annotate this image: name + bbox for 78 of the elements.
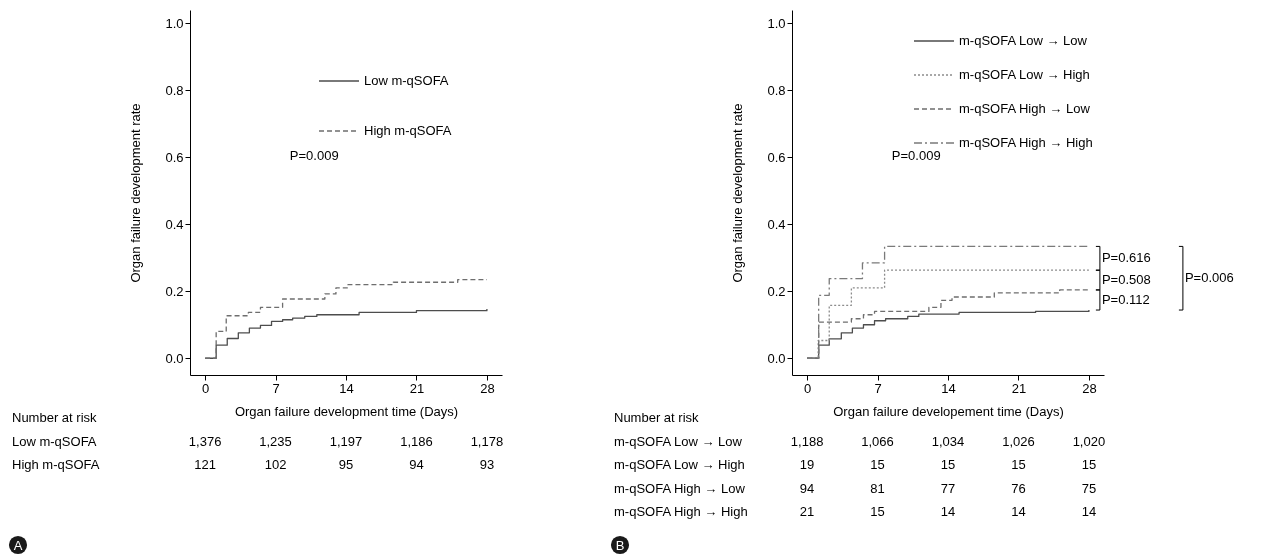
text: 77 [940, 480, 956, 496]
y-tick-label: 1.0 [767, 15, 786, 31]
y-tick-label: 0.6 [767, 149, 786, 165]
text: 15 [870, 457, 885, 472]
text: P=0.006 [1184, 270, 1234, 286]
text: 1,186 [400, 433, 433, 449]
text: B [615, 538, 625, 553]
text: 15 [1011, 457, 1026, 472]
y-tick-label: 1.0 [165, 15, 184, 31]
y-axis-title: Organ failure development rate [128, 103, 144, 283]
y-tick-label: 0.8 [767, 82, 786, 98]
text: 1,235 [259, 433, 292, 449]
text: 121 [194, 457, 216, 472]
text: A [13, 538, 23, 553]
text: 1,066 [861, 433, 894, 449]
text: m-qSOFA High → High [614, 504, 748, 519]
text: 14 [940, 504, 956, 519]
x-tick-label: 0 [201, 380, 210, 396]
y-tick-label: 0.2 [165, 283, 184, 299]
text: 14 [1011, 504, 1026, 519]
text: 94 [409, 457, 424, 472]
text: 14 [1081, 504, 1097, 519]
y-tick-label: 0.0 [165, 350, 184, 366]
annotation: P=0.508 [1101, 272, 1151, 288]
y-tick-label: 0.8 [165, 82, 184, 98]
text: 1,188 [790, 433, 824, 449]
y-axis-title: Organ failure development rate [730, 103, 746, 283]
text: 1,178 [470, 433, 504, 449]
x-axis-title: Organ failure development time (Days) [234, 403, 459, 419]
text: 21 [799, 504, 815, 519]
x-tick-label: 21 [1011, 380, 1027, 396]
y-tick-label: 0.6 [165, 149, 184, 165]
text: High m-qSOFA [12, 457, 100, 472]
annotation: P=0.112 [1101, 291, 1150, 307]
text: 15 [1081, 457, 1097, 472]
x-tick-label: 21 [409, 380, 425, 396]
text: 102 [264, 457, 287, 472]
x-axis-title: Organ failure developement time (Days) [833, 403, 1064, 419]
text: 93 [479, 457, 495, 472]
y-tick-label: 0.4 [165, 216, 184, 232]
x-tick-label: 28 [1082, 380, 1097, 396]
text: 81 [870, 480, 885, 496]
legend-label: m-qSOFA Low → Low [959, 33, 1088, 48]
x-tick-label: 7 [874, 380, 882, 396]
annotation: P=0.009 [891, 148, 941, 163]
text: 19 [799, 457, 815, 472]
x-tick-label: 14 [941, 380, 956, 396]
text: Low m-qSOFA [12, 433, 97, 449]
y-tick-label: 0.2 [767, 283, 786, 299]
text: 1,376 [188, 433, 222, 449]
text: 1,034 [931, 433, 965, 449]
text: m-qSOFA Low → High [614, 457, 745, 472]
text: 15 [940, 457, 956, 472]
text: 95 [338, 457, 354, 472]
text: 15 [870, 504, 885, 519]
legend-label: Low m-qSOFA [364, 73, 449, 88]
text: m-qSOFA Low → Low [614, 433, 743, 449]
x-tick-label: 0 [803, 380, 812, 396]
text: 1,026 [1002, 433, 1035, 449]
x-tick-label: 14 [339, 380, 354, 396]
text: 76 [1011, 480, 1026, 496]
annotation: P=0.009 [289, 148, 339, 163]
y-tick-label: 0.4 [767, 216, 786, 232]
legend-label: m-qSOFA High → Low [959, 101, 1091, 116]
legend-label: m-qSOFA Low → High [959, 67, 1090, 82]
text: m-qSOFA High → Low [614, 480, 746, 496]
legend-label: m-qSOFA High → High [959, 135, 1093, 150]
annotation: P=0.616 [1101, 250, 1151, 266]
text: 94 [799, 480, 815, 496]
x-tick-label: 7 [272, 380, 280, 396]
y-tick-label: 0.0 [767, 350, 786, 366]
legend-label: High m-qSOFA [364, 123, 452, 138]
text: 1,197 [329, 433, 363, 449]
text: Number at risk [12, 410, 98, 425]
text: 1,020 [1072, 433, 1106, 449]
text: Number at risk [614, 410, 700, 425]
text: 75 [1081, 480, 1097, 496]
x-tick-label: 28 [480, 380, 495, 396]
